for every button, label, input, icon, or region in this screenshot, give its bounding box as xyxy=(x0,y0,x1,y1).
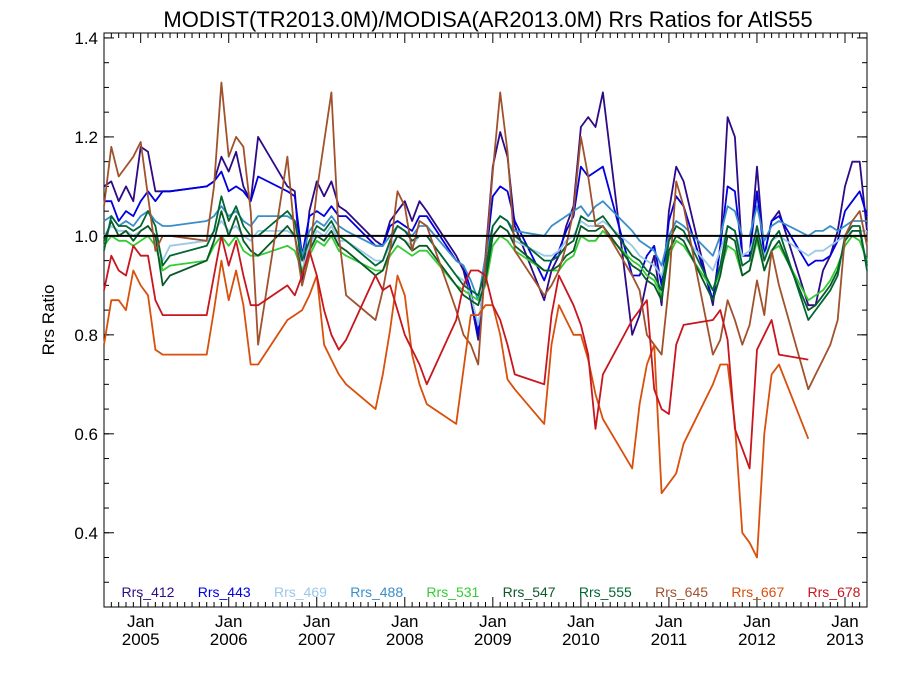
legend-item-rrs-547: Rrs_547 xyxy=(503,584,556,600)
x-tick-label-year: 2012 xyxy=(738,630,776,649)
series-line-rrs-667 xyxy=(103,259,810,559)
series-line-rrs-443 xyxy=(104,165,868,336)
x-tick-label-year: 2006 xyxy=(210,630,248,649)
y-axis-label: Rrs Ratio xyxy=(39,285,58,356)
y-tick-label: 1.0 xyxy=(74,227,98,246)
legend-item-rrs-645: Rrs_645 xyxy=(655,584,708,600)
x-tick-label-month: Jan xyxy=(127,612,154,631)
legend-item-rrs-488: Rrs_488 xyxy=(350,584,403,600)
legend-item-rrs-443: Rrs_443 xyxy=(198,584,251,600)
y-tick-label: 0.4 xyxy=(74,524,98,543)
x-tick-label-year: 2010 xyxy=(562,630,600,649)
series-line-rrs-678 xyxy=(103,235,809,470)
x-tick-label-year: 2008 xyxy=(386,630,424,649)
legend-item-rrs-667: Rrs_667 xyxy=(731,584,784,600)
x-tick-label-month: Jan xyxy=(655,612,682,631)
y-tick-label: 1.2 xyxy=(74,128,98,147)
legend-item-rrs-678: Rrs_678 xyxy=(808,584,861,600)
x-tick-label-month: Jan xyxy=(743,612,770,631)
x-tick-label-year: 2009 xyxy=(474,630,512,649)
legend-item-rrs-469: Rrs_469 xyxy=(274,584,327,600)
y-tick-label: 1.4 xyxy=(74,29,98,48)
x-tick-label-year: 2007 xyxy=(298,630,336,649)
x-tick-label-year: 2005 xyxy=(122,630,160,649)
series-line-rrs-555 xyxy=(103,195,868,321)
x-tick-label-year: 2013 xyxy=(826,630,864,649)
y-tick-label: 0.8 xyxy=(74,326,98,345)
x-tick-label-month: Jan xyxy=(215,612,242,631)
legend-item-rrs-555: Rrs_555 xyxy=(579,584,632,600)
chart-title: MODIST(TR2013.0M)/MODISA(AR2013.0M) Rrs … xyxy=(163,7,812,32)
legend-item-rrs-531: Rrs_531 xyxy=(426,584,479,600)
x-tick-label-month: Jan xyxy=(479,612,506,631)
series-line-rrs-645 xyxy=(103,81,868,391)
y-tick-label: 0.6 xyxy=(74,425,98,444)
x-tick-label-month: Jan xyxy=(391,612,418,631)
plot-area: 0.40.60.81.01.21.4Jan2005Jan2006Jan2007J… xyxy=(74,29,868,649)
legend-item-rrs-412: Rrs_412 xyxy=(122,584,175,600)
x-tick-label-month: Jan xyxy=(567,612,594,631)
x-tick-label-month: Jan xyxy=(831,612,858,631)
x-tick-label-month: Jan xyxy=(303,612,330,631)
x-tick-label-year: 2011 xyxy=(651,630,688,649)
series-line-rrs-547 xyxy=(103,210,868,311)
